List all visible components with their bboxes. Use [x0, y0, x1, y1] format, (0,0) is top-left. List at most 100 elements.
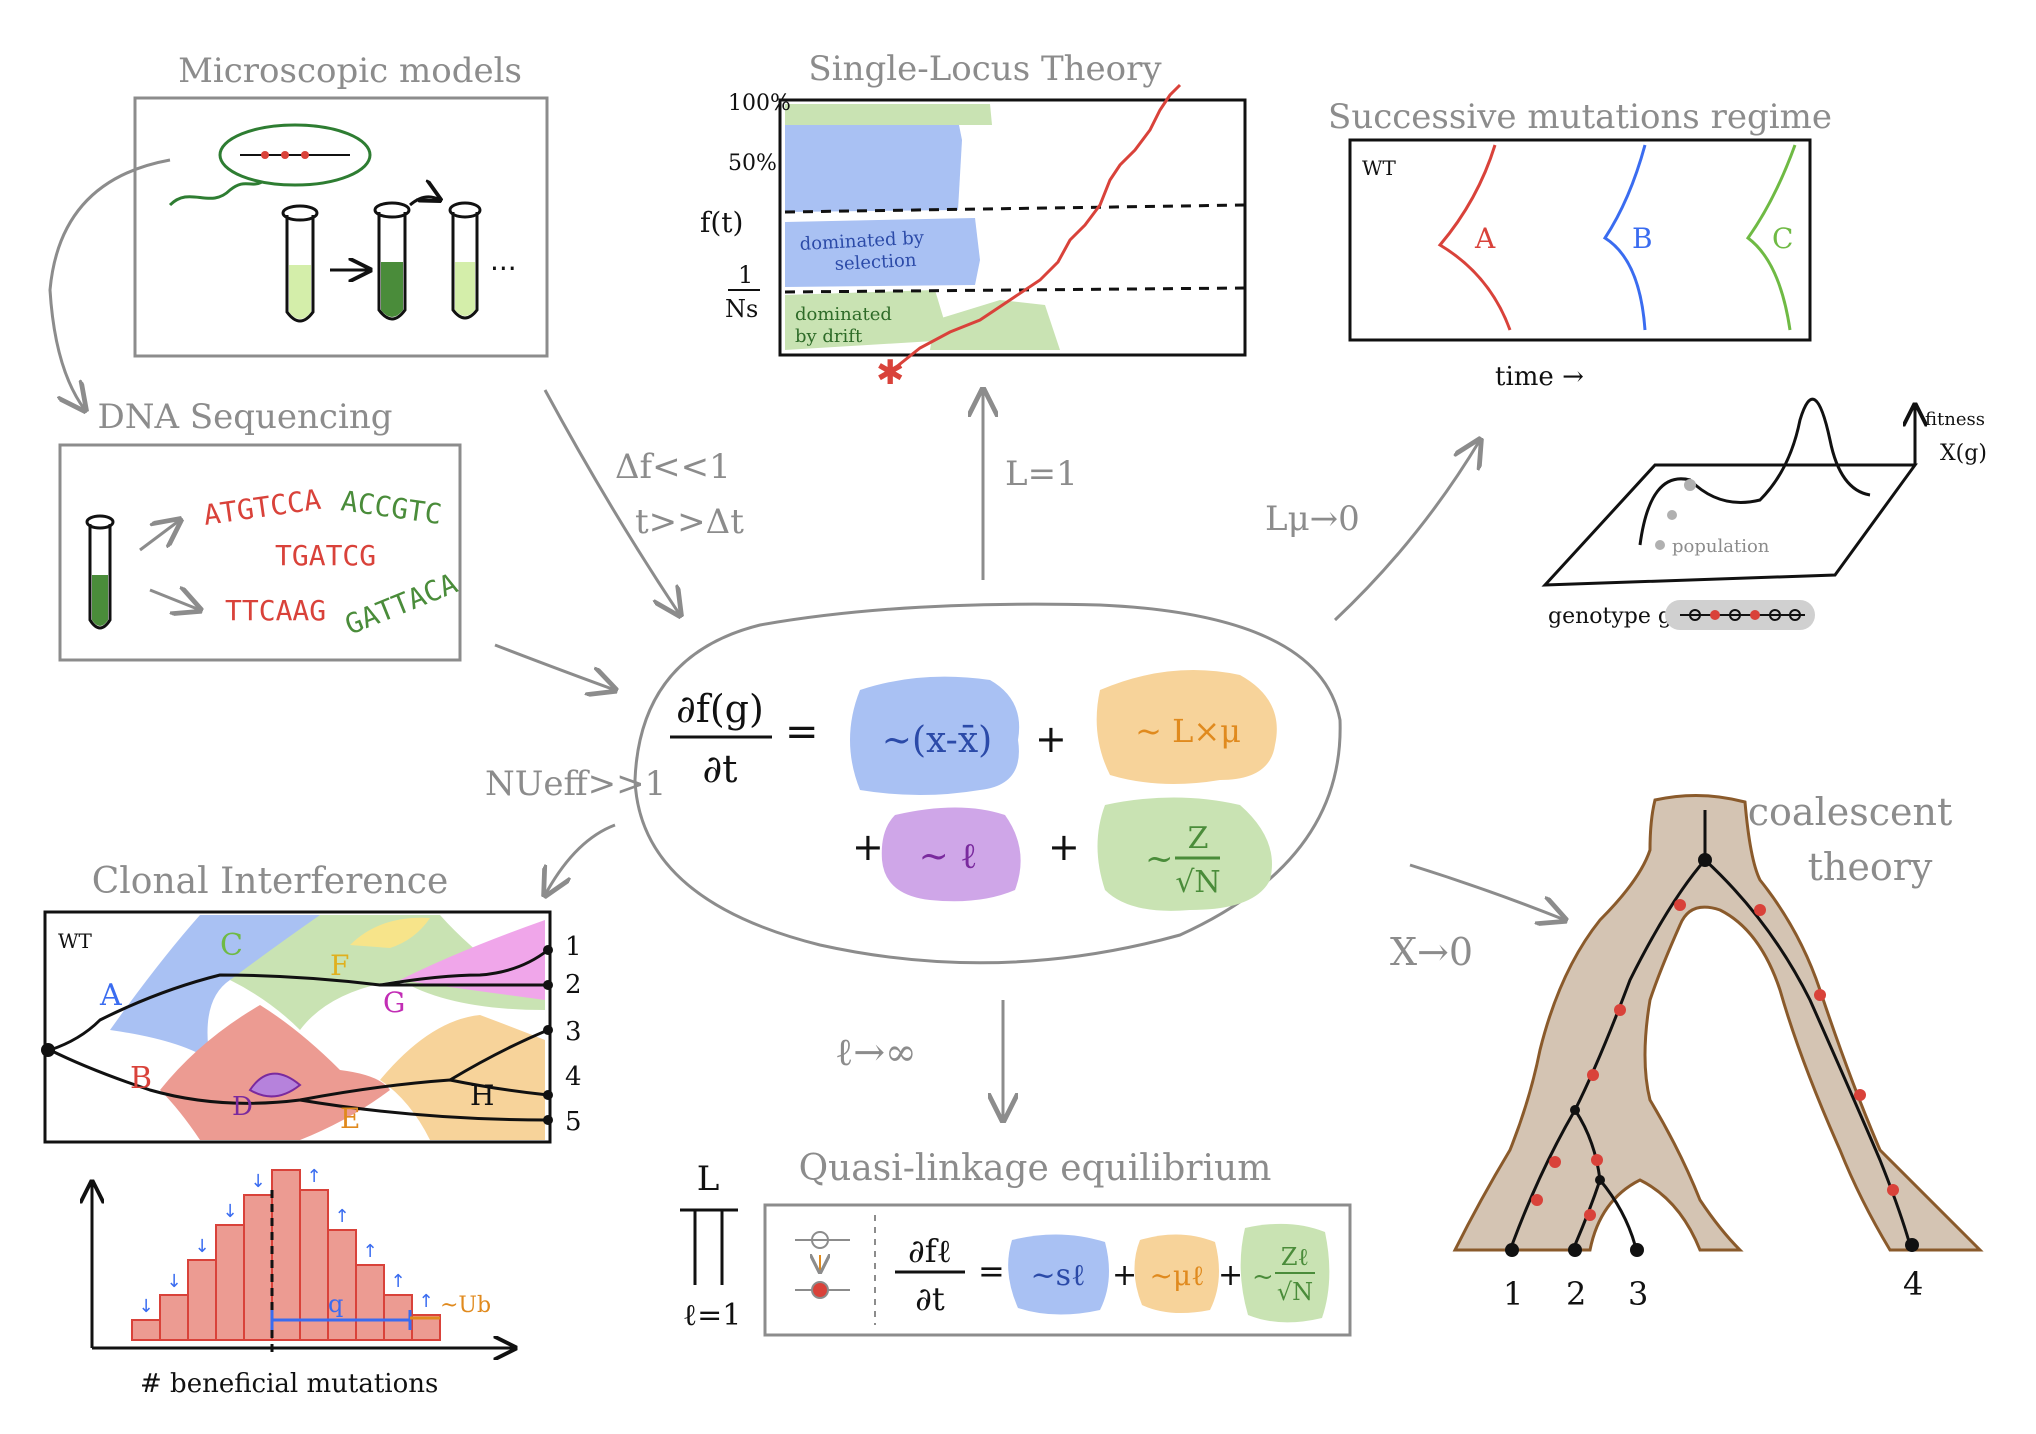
successive-wt: WT	[1362, 156, 1397, 180]
dna-tube	[85, 514, 115, 630]
mutation-dot-1	[1674, 899, 1686, 911]
selection-term: ~(x-x̄)	[882, 720, 992, 761]
clone-h-region	[380, 1015, 545, 1140]
mutation-term: ~ L×μ	[1135, 712, 1241, 750]
hist-up-arrow: ↑	[362, 1241, 377, 1262]
selection-region	[785, 120, 962, 212]
lineage-label-3: 3	[565, 1017, 582, 1047]
tube-3	[448, 201, 482, 320]
seq-1: ATGTCCA	[201, 483, 323, 532]
root-node	[41, 1043, 55, 1057]
selection-blob	[850, 676, 1020, 795]
clone-a-label: A	[99, 978, 122, 1013]
arrow-center-to-clonal	[545, 823, 616, 895]
landscape-plane	[1541, 463, 1918, 587]
arrow-curve	[409, 197, 440, 207]
cond-qle: ℓ→∞	[835, 1030, 917, 1074]
qle-mutation-blob	[1134, 1234, 1219, 1314]
leaf-label-4: 4	[1903, 1265, 1923, 1303]
coalescent-title-2: theory	[1808, 845, 1933, 889]
seq-3: TGATCG	[275, 539, 376, 572]
qle-mutation-term: ~μℓ	[1149, 1259, 1204, 1292]
micro-title: Microscopic models	[178, 51, 522, 91]
leaf-node-1	[1505, 1243, 1519, 1257]
arrow-micro-to-dna	[48, 158, 171, 410]
plus-2: +	[852, 825, 884, 869]
coalescent-title-1: coalescent	[1748, 790, 1952, 834]
clone-h-label: H	[470, 1079, 494, 1112]
hist-bar	[215, 1224, 245, 1341]
seq-4: TTCAAG	[225, 594, 326, 627]
sweep-c-label: C	[1772, 222, 1793, 255]
clone-g-label: G	[383, 986, 405, 1019]
qle-box	[763, 1203, 1352, 1337]
arrow-center-to-successive	[1333, 440, 1480, 622]
lhs-numerator: ∂f(g)	[676, 687, 764, 731]
hist-down-arrow: ↓	[194, 1236, 209, 1257]
lhs-denominator: ∂t	[703, 747, 738, 791]
hist-bar	[355, 1264, 385, 1341]
hist-ub-label: ~Ub	[440, 1293, 491, 1318]
hist-down-arrow: ↓	[250, 1171, 265, 1192]
hist-bar	[159, 1294, 189, 1341]
sweep-c	[1745, 144, 1797, 331]
histogram-panel: ↓ ↓ ↓ ↓ ↓ ↑ ↑ ↑ ↑ ↑ q ~Ub # beneficial mutations	[92, 1166, 515, 1399]
plasmid-site-1	[261, 151, 269, 159]
qle-plus-1: +	[1112, 1258, 1137, 1293]
hist-up-arrow: ↑	[390, 1271, 405, 1292]
cond-successive: Lμ→0	[1265, 499, 1360, 539]
noise-term-bottom: √N	[1175, 865, 1220, 900]
arrow-micro-to-center	[543, 389, 680, 615]
qle-noise-top: Zℓ	[1281, 1243, 1309, 1271]
y-ns: Ns	[725, 295, 758, 323]
clone-g-region	[400, 920, 545, 1000]
clone-e-label: E	[340, 1102, 360, 1135]
hist-bar	[299, 1189, 329, 1341]
clone-d-label: D	[232, 1092, 253, 1122]
leaf-label-3: 3	[1628, 1275, 1648, 1313]
clone-fy-region	[350, 917, 430, 948]
recombination-term: ~ ℓ	[919, 836, 978, 877]
tube-1	[281, 204, 319, 323]
successive-box	[1348, 138, 1812, 342]
cond-clonal: NUeff>>1	[485, 764, 666, 804]
micro-ellipsis: ...	[490, 244, 517, 277]
lineage-label-2: 2	[565, 970, 582, 1000]
micro-box	[133, 96, 549, 358]
sweep-a-label: A	[1474, 222, 1496, 255]
drift-region	[785, 290, 950, 350]
successive-title: Successive mutations regime	[1328, 97, 1832, 137]
population-dot-1	[1684, 479, 1696, 491]
y-ft: f(t)	[700, 206, 743, 239]
clone-d-region	[248, 1072, 302, 1098]
noise-term-top: Z	[1188, 821, 1209, 856]
lineage-node-1	[543, 945, 553, 955]
hist-down-arrow: ↓	[166, 1271, 181, 1292]
fitness-label-1: fitness	[1925, 409, 1985, 430]
trajectory	[889, 83, 1182, 374]
single-locus-panel: Single-Locus Theory ✱ 100% 50% f(t) 1 Ns…	[700, 49, 1247, 393]
clone-f-label: F	[330, 949, 349, 982]
hist-up-arrow: ↑	[306, 1166, 321, 1187]
selection-label-2: selection	[834, 250, 917, 275]
landscape-surface	[1638, 397, 1871, 546]
successive-panel: Successive mutations regime WT A B C tim…	[1328, 97, 1832, 392]
drift-label-2: by drift	[795, 326, 863, 347]
qle-l1: ℓ=1	[683, 1298, 742, 1333]
noise-blob	[1097, 797, 1272, 911]
sweep-b-label: B	[1632, 222, 1653, 255]
micro-panel: Microscopic models ...	[48, 51, 549, 410]
qle-lhs-num: ∂fℓ	[908, 1232, 952, 1270]
arrow-dna-to-center	[494, 643, 615, 690]
single-title: Single-Locus Theory	[808, 49, 1162, 89]
hist-up-arrow: ↑	[418, 1291, 433, 1312]
coalescent-panel: coalescent theory 1 2 3 4	[1452, 790, 1984, 1313]
dna-title: DNA Sequencing	[97, 397, 392, 437]
qle-equals: =	[978, 1252, 1005, 1290]
qle-noise-bottom: √N	[1277, 1278, 1313, 1306]
dna-box	[58, 443, 462, 662]
clonal-wt: WT	[58, 929, 93, 953]
drift-label-1: dominated	[795, 304, 892, 325]
hist-bar	[131, 1319, 161, 1341]
